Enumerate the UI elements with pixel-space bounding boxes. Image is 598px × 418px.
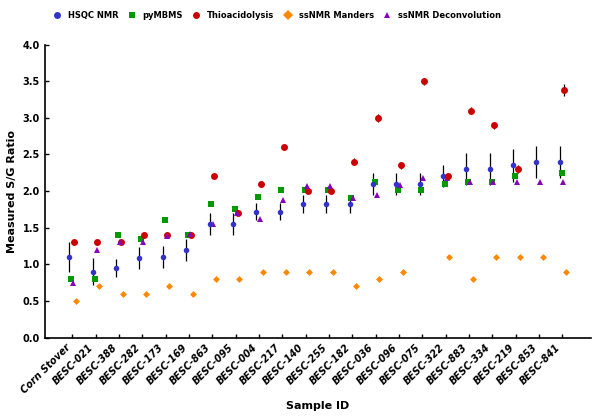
Y-axis label: Measured S/G Ratio: Measured S/G Ratio	[7, 130, 17, 252]
X-axis label: Sample ID: Sample ID	[286, 401, 349, 411]
Legend: HSQC NMR, pyMBMS, Thioacidolysis, ssNMR Manders, ssNMR Deconvolution: HSQC NMR, pyMBMS, Thioacidolysis, ssNMR …	[49, 11, 501, 20]
